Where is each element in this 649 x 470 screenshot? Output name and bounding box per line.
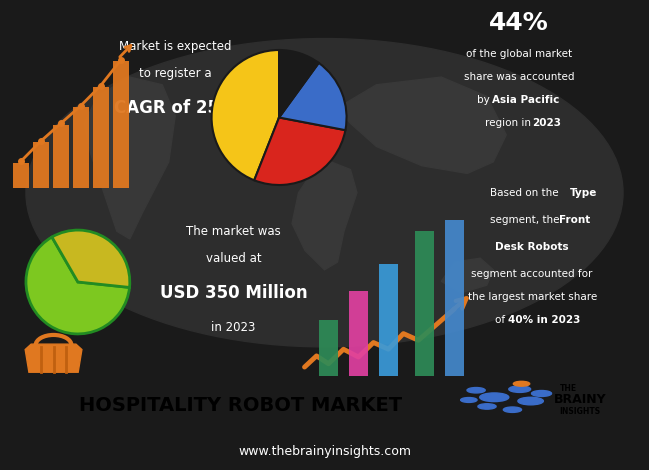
Polygon shape xyxy=(292,162,357,270)
Bar xyxy=(13,163,29,188)
Circle shape xyxy=(513,381,530,386)
Circle shape xyxy=(504,407,522,412)
Text: The market was: The market was xyxy=(186,225,281,238)
Polygon shape xyxy=(25,344,82,372)
Bar xyxy=(349,291,368,376)
Text: 44%: 44% xyxy=(489,11,549,35)
Text: of the global market: of the global market xyxy=(466,49,572,59)
Polygon shape xyxy=(441,258,493,293)
Text: in 2023: in 2023 xyxy=(212,321,256,334)
Bar xyxy=(93,87,108,188)
Bar xyxy=(319,320,338,376)
Text: the largest market share: the largest market share xyxy=(467,292,597,302)
Text: region in: region in xyxy=(485,118,535,128)
Text: Front: Front xyxy=(559,215,591,225)
Bar xyxy=(113,62,129,188)
Text: segment, the: segment, the xyxy=(490,215,563,225)
Text: Market is expected: Market is expected xyxy=(119,40,232,53)
Wedge shape xyxy=(212,50,279,180)
Bar xyxy=(73,107,88,188)
Text: INSIGHTS: INSIGHTS xyxy=(559,407,600,416)
Bar xyxy=(378,264,398,376)
Text: Desk Robots: Desk Robots xyxy=(495,242,569,251)
Text: HOSPITALITY ROBOT MARKET: HOSPITALITY ROBOT MARKET xyxy=(79,396,402,415)
Wedge shape xyxy=(52,230,130,288)
Text: by: by xyxy=(477,95,493,105)
Circle shape xyxy=(467,388,485,393)
Text: Type: Type xyxy=(570,188,597,198)
Text: CAGR of 25%: CAGR of 25% xyxy=(114,99,236,117)
Polygon shape xyxy=(273,104,337,154)
Text: THE: THE xyxy=(559,384,577,392)
Text: valued at: valued at xyxy=(206,252,262,265)
Text: 2023: 2023 xyxy=(532,118,561,128)
Text: of: of xyxy=(495,315,508,325)
Circle shape xyxy=(478,404,496,409)
Text: USD 350 Million: USD 350 Million xyxy=(160,284,308,302)
Circle shape xyxy=(518,397,543,405)
Ellipse shape xyxy=(26,39,623,347)
Wedge shape xyxy=(279,50,319,118)
Polygon shape xyxy=(337,77,506,173)
Bar xyxy=(415,231,434,376)
Text: %: % xyxy=(25,337,47,357)
Text: share was accounted: share was accounted xyxy=(464,72,574,82)
Bar xyxy=(445,219,464,376)
Text: 40% in 2023: 40% in 2023 xyxy=(508,315,580,325)
Circle shape xyxy=(480,393,509,401)
Circle shape xyxy=(509,386,531,392)
Bar xyxy=(53,125,69,188)
Circle shape xyxy=(461,398,477,402)
Text: Based on the: Based on the xyxy=(490,188,562,198)
Text: Asia Pacific: Asia Pacific xyxy=(492,95,559,105)
Bar xyxy=(33,142,49,188)
Wedge shape xyxy=(254,118,345,185)
Text: www.thebrainyinsights.com: www.thebrainyinsights.com xyxy=(238,445,411,458)
Wedge shape xyxy=(26,237,130,334)
Wedge shape xyxy=(279,63,347,130)
Text: to register a: to register a xyxy=(139,67,212,80)
Text: BRAINY: BRAINY xyxy=(554,393,607,407)
Text: segment accounted for: segment accounted for xyxy=(471,269,593,279)
Circle shape xyxy=(532,391,552,397)
Polygon shape xyxy=(84,77,175,239)
